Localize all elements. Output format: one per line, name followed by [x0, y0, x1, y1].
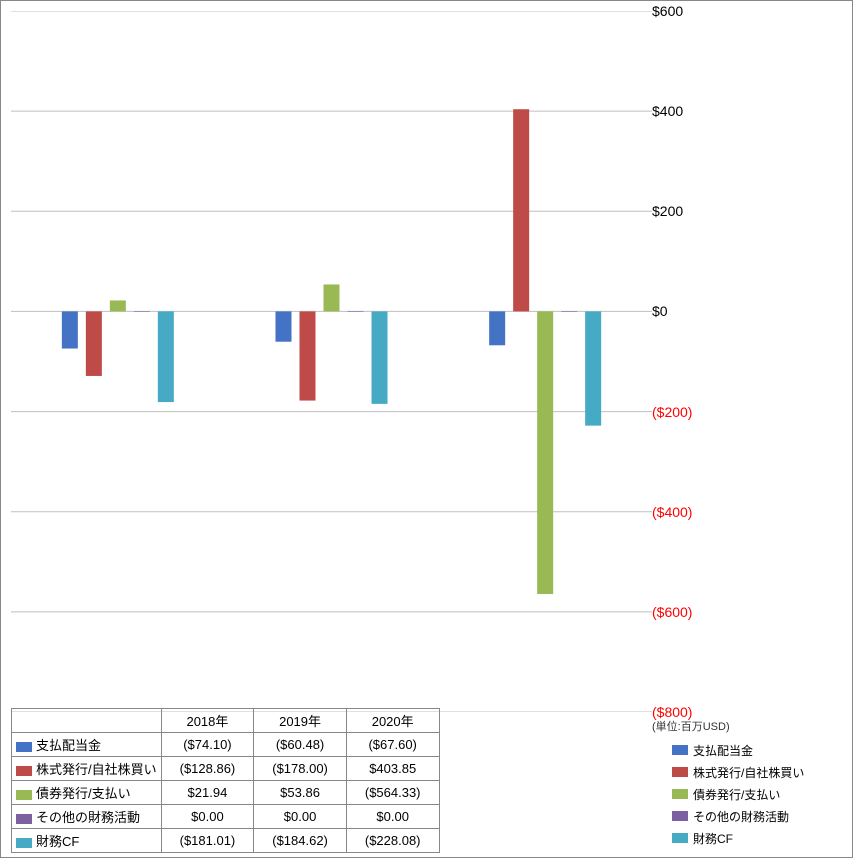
table-row: 債券発行/支払い $21.94$53.86($564.33)	[12, 781, 440, 805]
series-name: その他の財務活動	[36, 810, 140, 825]
bar	[489, 311, 505, 345]
table-cell: ($181.01)	[161, 829, 254, 853]
series-name: 財務CF	[36, 834, 79, 849]
series-swatch	[16, 838, 32, 848]
table-row-header: 株式発行/自社株買い	[12, 757, 162, 781]
series-name: 支払配当金	[36, 738, 101, 753]
table-row-header: 支払配当金	[12, 733, 162, 757]
table-col-header: 2019年	[254, 709, 347, 733]
y-tick-label: $400	[652, 103, 683, 119]
table-col-header: 2018年	[161, 709, 254, 733]
bar	[324, 284, 340, 311]
legend-item: 財務CF	[672, 827, 842, 849]
table-row-header: その他の財務活動	[12, 805, 162, 829]
table-row: 財務CF ($181.01)($184.62)($228.08)	[12, 829, 440, 853]
legend-label: 財務CF	[693, 830, 733, 847]
bar	[513, 109, 529, 311]
legend-item: 株式発行/自社株買い	[672, 761, 842, 783]
bar	[276, 311, 292, 341]
table-cell: ($564.33)	[346, 781, 439, 805]
table-corner-cell	[12, 709, 162, 733]
table-header-row: 2018年2019年2020年	[12, 709, 440, 733]
bar	[134, 311, 150, 312]
bar	[348, 311, 364, 312]
legend-label: その他の財務活動	[693, 808, 789, 825]
table-row: 株式発行/自社株買い ($128.86)($178.00)$403.85	[12, 757, 440, 781]
series-swatch	[16, 814, 32, 824]
legend-label: 株式発行/自社株買い	[693, 764, 804, 781]
legend-swatch	[672, 789, 688, 799]
series-swatch	[16, 790, 32, 800]
data-table: 2018年2019年2020年支払配当金 ($74.10)($60.48)($67…	[11, 708, 440, 853]
bar	[110, 300, 126, 311]
bar	[372, 311, 388, 403]
bar	[585, 311, 601, 425]
series-name: 株式発行/自社株買い	[36, 762, 157, 777]
table-row: その他の財務活動$0.00$0.00$0.00	[12, 805, 440, 829]
bar	[537, 311, 553, 594]
table-col-header: 2020年	[346, 709, 439, 733]
table-cell: $0.00	[346, 805, 439, 829]
y-axis: $600$400$200$0($200)($400)($600)($800)(単…	[652, 11, 842, 712]
y-tick-label: ($600)	[652, 604, 692, 620]
legend-item: 支払配当金	[672, 739, 842, 761]
table-cell: ($228.08)	[346, 829, 439, 853]
unit-label: (単位:百万USD)	[652, 718, 730, 734]
series-swatch	[16, 742, 32, 752]
legend-swatch	[672, 833, 688, 843]
table-cell: ($67.60)	[346, 733, 439, 757]
bar	[300, 311, 316, 400]
legend-swatch	[672, 767, 688, 777]
table-row: 支払配当金 ($74.10)($60.48)($67.60)	[12, 733, 440, 757]
legend-item: 債券発行/支払い	[672, 783, 842, 805]
table-row-header: 財務CF	[12, 829, 162, 853]
legend-swatch	[672, 811, 688, 821]
legend-label: 支払配当金	[693, 742, 753, 759]
bar	[561, 311, 577, 312]
legend-swatch	[672, 745, 688, 755]
table-cell: ($128.86)	[161, 757, 254, 781]
table-cell: ($178.00)	[254, 757, 347, 781]
legend-item: その他の財務活動	[672, 805, 842, 827]
legend: 支払配当金株式発行/自社株買い債券発行/支払いその他の財務活動財務CF	[672, 739, 842, 853]
table-cell: ($74.10)	[161, 733, 254, 757]
bar	[86, 311, 102, 376]
table-cell: ($184.62)	[254, 829, 347, 853]
series-swatch	[16, 766, 32, 776]
legend-label: 債券発行/支払い	[693, 786, 780, 803]
chart-container: $600$400$200$0($200)($400)($600)($800)(単…	[0, 0, 853, 858]
bar	[158, 311, 174, 402]
chart-svg	[11, 11, 652, 712]
table-cell: $53.86	[254, 781, 347, 805]
series-name: 債券発行/支払い	[36, 786, 131, 801]
table-cell: $403.85	[346, 757, 439, 781]
table-cell: $0.00	[254, 805, 347, 829]
table-cell: $0.00	[161, 805, 254, 829]
y-tick-label: $0	[652, 303, 668, 319]
y-tick-label: $200	[652, 203, 683, 219]
table-cell: ($60.48)	[254, 733, 347, 757]
bar	[62, 311, 78, 348]
table-row-header: 債券発行/支払い	[12, 781, 162, 805]
y-tick-label: ($200)	[652, 404, 692, 420]
y-tick-label: ($400)	[652, 504, 692, 520]
table-cell: $21.94	[161, 781, 254, 805]
plot-area	[11, 11, 652, 712]
y-tick-label: $600	[652, 3, 683, 19]
